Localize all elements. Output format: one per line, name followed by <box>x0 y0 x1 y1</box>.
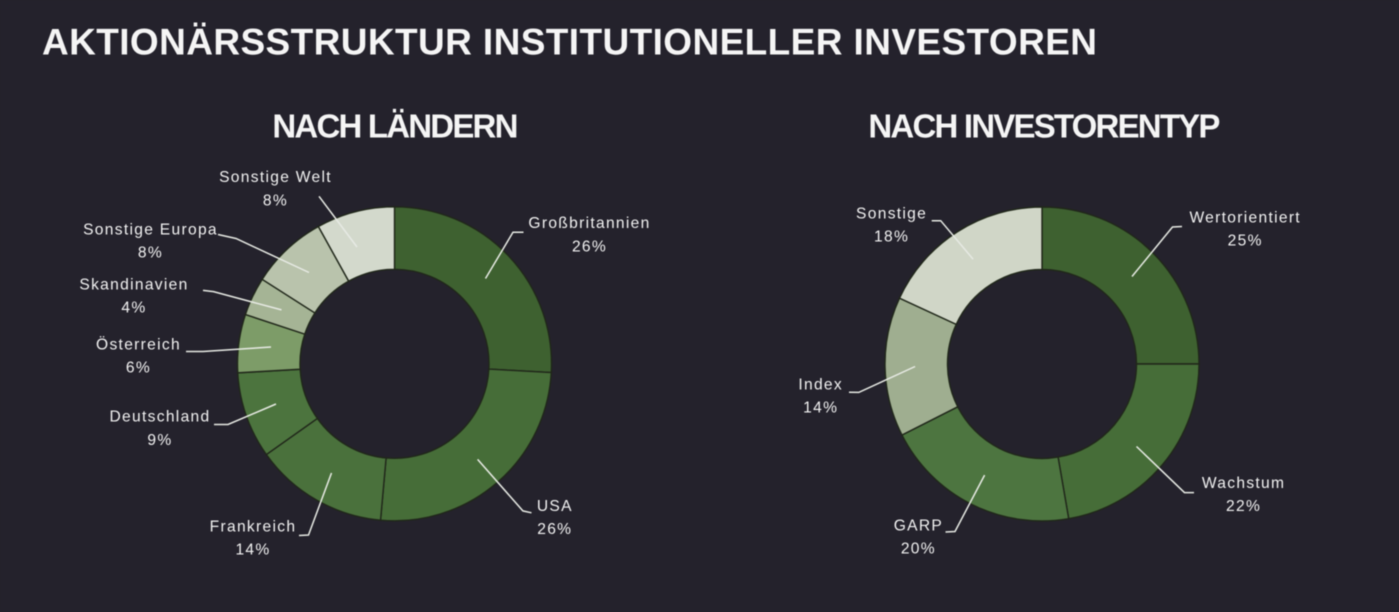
svg-text:9%: 9% <box>147 432 172 449</box>
svg-text:Skandinavien: Skandinavien <box>79 276 188 293</box>
svg-text:25%: 25% <box>1228 233 1263 250</box>
svg-text:AKTIONÄRSSTRUKTUR INSTITUTIONE: AKTIONÄRSSTRUKTUR INSTITUTIONELLER INVES… <box>42 22 1097 63</box>
svg-text:26%: 26% <box>572 238 607 255</box>
svg-text:GARP: GARP <box>894 517 943 534</box>
svg-text:26%: 26% <box>537 521 572 538</box>
svg-text:Großbritannien: Großbritannien <box>528 215 650 232</box>
svg-text:14%: 14% <box>235 542 270 559</box>
svg-text:18%: 18% <box>874 229 909 246</box>
svg-text:Index: Index <box>798 376 843 393</box>
svg-text:Österreich: Österreich <box>96 335 181 353</box>
svg-text:4%: 4% <box>121 300 146 317</box>
svg-text:Wachstum: Wachstum <box>1202 475 1285 492</box>
svg-text:Sonstige: Sonstige <box>856 206 927 223</box>
svg-text:20%: 20% <box>901 541 936 558</box>
svg-text:22%: 22% <box>1226 498 1261 515</box>
svg-text:Frankreich: Frankreich <box>210 519 297 536</box>
svg-text:8%: 8% <box>138 245 163 262</box>
svg-text:Sonstige Europa: Sonstige Europa <box>83 221 218 238</box>
svg-text:USA: USA <box>537 498 573 515</box>
svg-text:8%: 8% <box>263 192 288 209</box>
svg-text:NACH LÄNDERN: NACH LÄNDERN <box>272 108 516 145</box>
svg-text:Sonstige Welt: Sonstige Welt <box>219 169 332 186</box>
svg-text:Deutschland: Deutschland <box>110 409 211 426</box>
svg-text:Wertorientiert: Wertorientiert <box>1189 209 1301 226</box>
svg-text:14%: 14% <box>803 400 838 417</box>
svg-text:6%: 6% <box>126 360 151 377</box>
svg-text:NACH INVESTORENTYP: NACH INVESTORENTYP <box>868 108 1219 145</box>
